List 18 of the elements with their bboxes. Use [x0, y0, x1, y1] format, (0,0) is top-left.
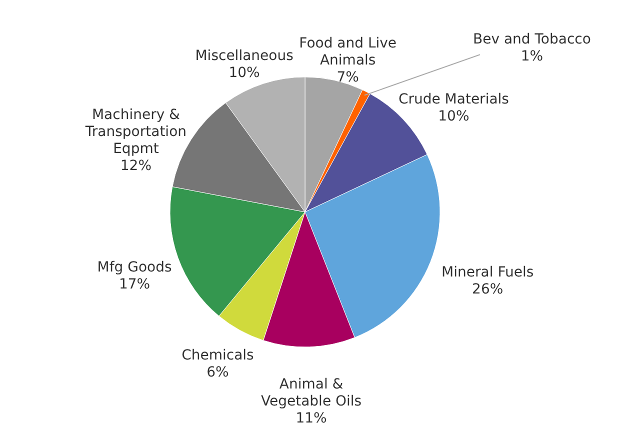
slice-label: Miscellaneous [195, 48, 294, 64]
slice-label: Animal & Vegetable Oils [260, 376, 362, 410]
slice-label: Chemicals [182, 348, 254, 364]
data-label: 1% [520, 48, 544, 65]
slice-label: Crude Materials [398, 92, 509, 108]
data-label: 17% [118, 276, 150, 293]
data-label: 26% [472, 281, 504, 298]
slice-label: Food and Live Animals [299, 36, 397, 69]
slice-label: Machinery & Transportation Eqpmt [84, 107, 187, 158]
data-label: 10% [438, 108, 470, 125]
slice-label: Mfg Goods [97, 260, 172, 276]
data-label: 12% [120, 158, 152, 174]
data-label: 7% [336, 70, 359, 86]
data-label: 10% [228, 65, 260, 82]
data-label: 6% [206, 364, 229, 381]
slice-label: Bev and Tobacco [473, 32, 591, 48]
data-label: 11% [296, 410, 327, 426]
slice-label: Mineral Fuels [442, 264, 534, 280]
